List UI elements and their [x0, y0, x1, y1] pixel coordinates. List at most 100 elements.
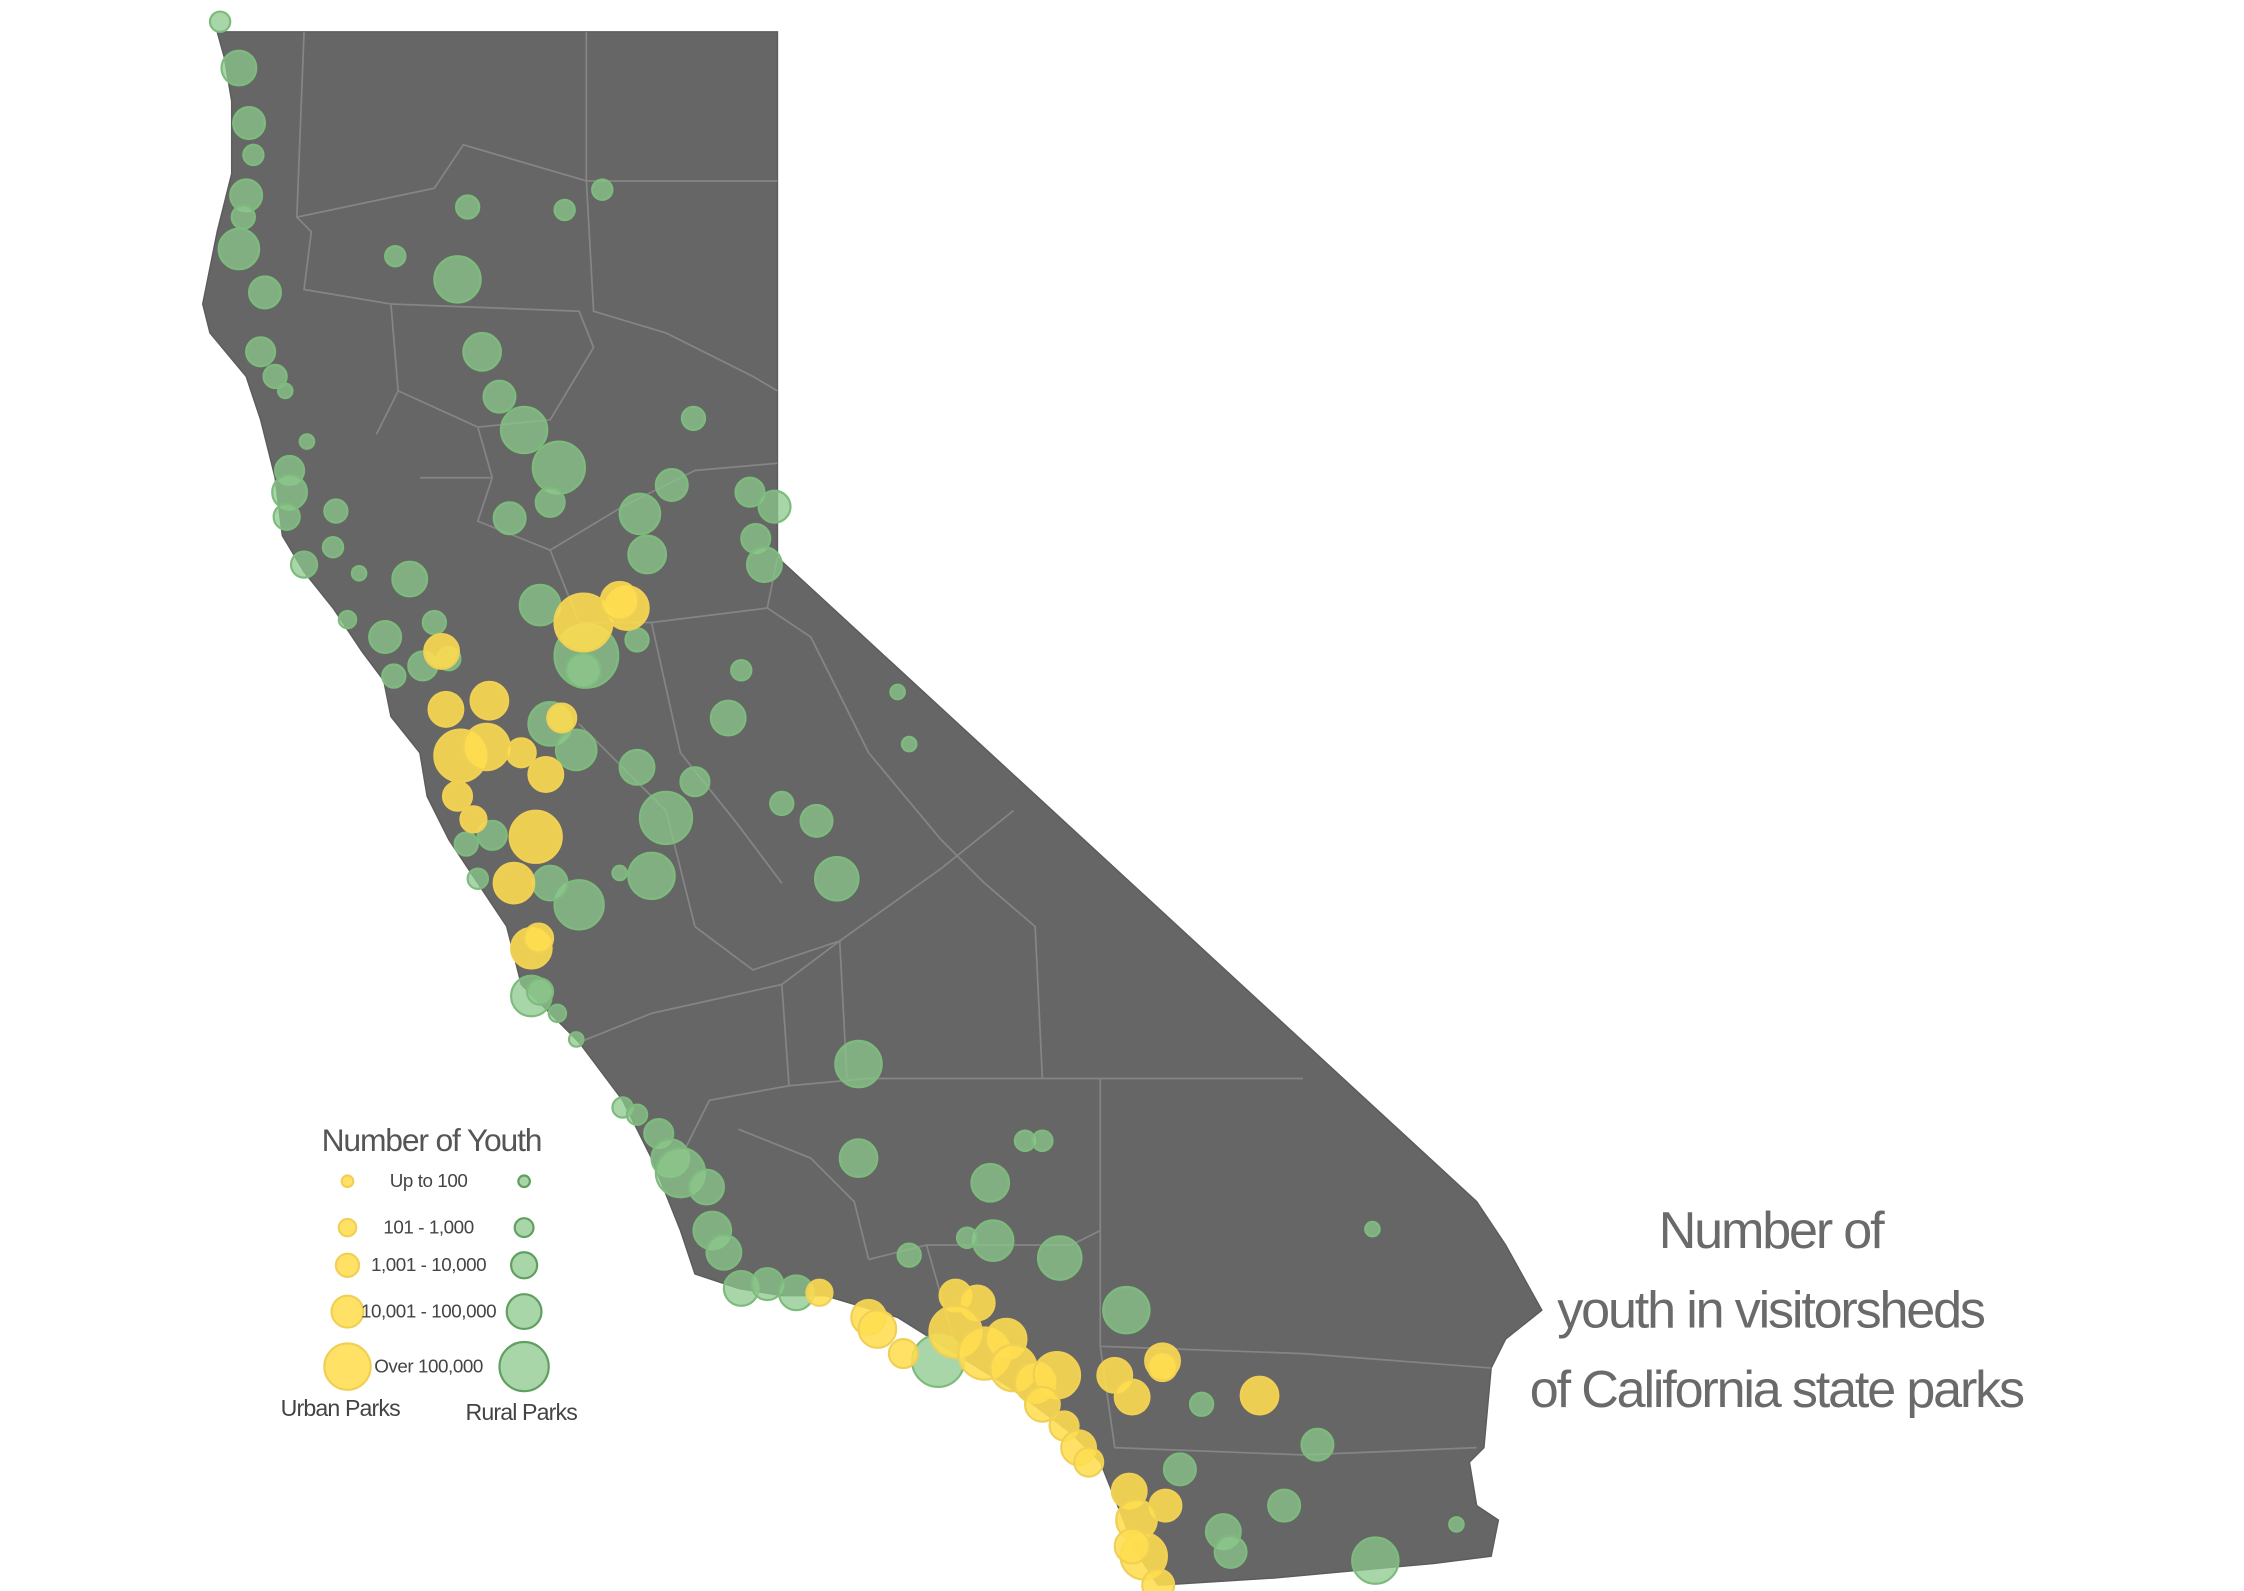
title-line: Number of — [1659, 1202, 1885, 1260]
rural-park — [688, 1168, 725, 1206]
rural-park — [1188, 1391, 1215, 1417]
urban-park — [1023, 1385, 1061, 1423]
rural-park — [298, 433, 316, 450]
rural-label: Rural Parks — [466, 1399, 578, 1425]
urban-park — [1146, 1351, 1179, 1383]
urban-park — [527, 756, 565, 793]
rural-park — [709, 699, 747, 737]
rural-park — [627, 851, 676, 901]
legend-rural-swatch — [513, 1217, 535, 1239]
rural-park — [1448, 1516, 1465, 1533]
rural-park — [638, 790, 694, 846]
rural-park — [624, 627, 650, 653]
legend-class-label: Over 100,000 — [374, 1355, 483, 1376]
urban-park — [805, 1278, 834, 1307]
rural-park — [525, 977, 555, 1006]
rural-park — [567, 1031, 585, 1048]
rural-park — [1102, 1285, 1151, 1335]
title-line: youth in visitorsheds — [1557, 1282, 1985, 1340]
rural-park — [276, 382, 294, 400]
urban-park — [492, 861, 536, 905]
rural-park — [799, 803, 834, 838]
rural-park — [421, 609, 448, 636]
urban-park — [1073, 1446, 1105, 1478]
legend-class-label: 1,001 - 10,000 — [371, 1254, 486, 1275]
rural-park — [834, 1039, 883, 1089]
title: Number of youth in visitorsheds of Calif… — [1530, 1202, 2026, 1419]
urban-park — [887, 1338, 919, 1370]
rural-park — [889, 683, 906, 701]
legend-rural-swatch — [517, 1174, 531, 1189]
rural-park — [757, 489, 792, 524]
rural-park — [838, 1138, 879, 1179]
rural-park — [814, 855, 860, 902]
rural-park — [323, 498, 349, 524]
rural-park — [654, 467, 689, 502]
park-circles — [208, 10, 1465, 1591]
rural-park — [1300, 1427, 1335, 1462]
urban-park — [423, 632, 461, 670]
rural-park — [1364, 1220, 1381, 1238]
urban-park — [1113, 1378, 1151, 1416]
rural-park — [1213, 1534, 1248, 1569]
rural-park — [611, 864, 628, 882]
rural-park — [482, 379, 517, 414]
rural-park — [553, 879, 605, 931]
urban-park — [523, 922, 555, 954]
rural-park — [896, 1242, 922, 1268]
urban-park — [599, 580, 640, 621]
rural-park — [247, 275, 282, 310]
rural-park — [217, 227, 261, 271]
rural-park — [547, 1003, 568, 1024]
rural-park — [499, 405, 549, 455]
rural-park — [245, 336, 277, 368]
urban-park — [459, 805, 488, 834]
rural-park — [454, 194, 481, 220]
urban-park — [1141, 1568, 1176, 1591]
california-outline — [201, 31, 1543, 1586]
rural-park — [232, 106, 267, 141]
rural-park — [242, 143, 265, 167]
urban-park — [427, 690, 465, 728]
urban-park — [1113, 1527, 1151, 1565]
legend-title: Number of Youth — [322, 1122, 542, 1158]
rural-park — [730, 659, 753, 682]
legend-urban-swatch — [323, 1342, 372, 1391]
rural-park — [1162, 1452, 1197, 1487]
rural-park — [368, 619, 403, 654]
urban-park — [857, 1309, 898, 1349]
rural-park — [531, 864, 569, 902]
rural-park — [618, 492, 662, 536]
rural-park — [289, 550, 319, 579]
urban-park — [546, 702, 578, 734]
rural-park — [553, 198, 576, 222]
urban-park — [505, 737, 537, 769]
urban-park — [441, 780, 474, 812]
rural-park — [208, 10, 232, 33]
rural-park — [1351, 1536, 1400, 1585]
rural-park — [462, 331, 503, 372]
rural-park — [476, 819, 508, 851]
rural-park — [627, 534, 668, 575]
legend-class-label: 101 - 1,000 — [383, 1216, 473, 1237]
rural-park — [466, 867, 490, 890]
rural-park — [705, 1233, 743, 1271]
title-line: of California state parks — [1530, 1361, 2024, 1419]
rural-park — [900, 735, 918, 753]
rural-park — [734, 476, 766, 508]
rural-park — [618, 748, 656, 786]
legend-rural-swatch — [498, 1340, 550, 1393]
rural-park — [955, 1226, 979, 1249]
legend-urban-swatch — [337, 1217, 358, 1238]
urban-park — [1239, 1375, 1280, 1416]
legend-class-label: 10,001 - 100,000 — [361, 1300, 496, 1321]
rural-park — [384, 245, 407, 268]
rural-park — [554, 728, 598, 772]
rural-park — [679, 766, 711, 798]
legend-rural-swatch — [505, 1293, 543, 1331]
rural-park — [272, 502, 301, 531]
urban-park — [462, 722, 511, 772]
rural-park — [453, 831, 479, 857]
rural-park — [625, 1103, 649, 1126]
